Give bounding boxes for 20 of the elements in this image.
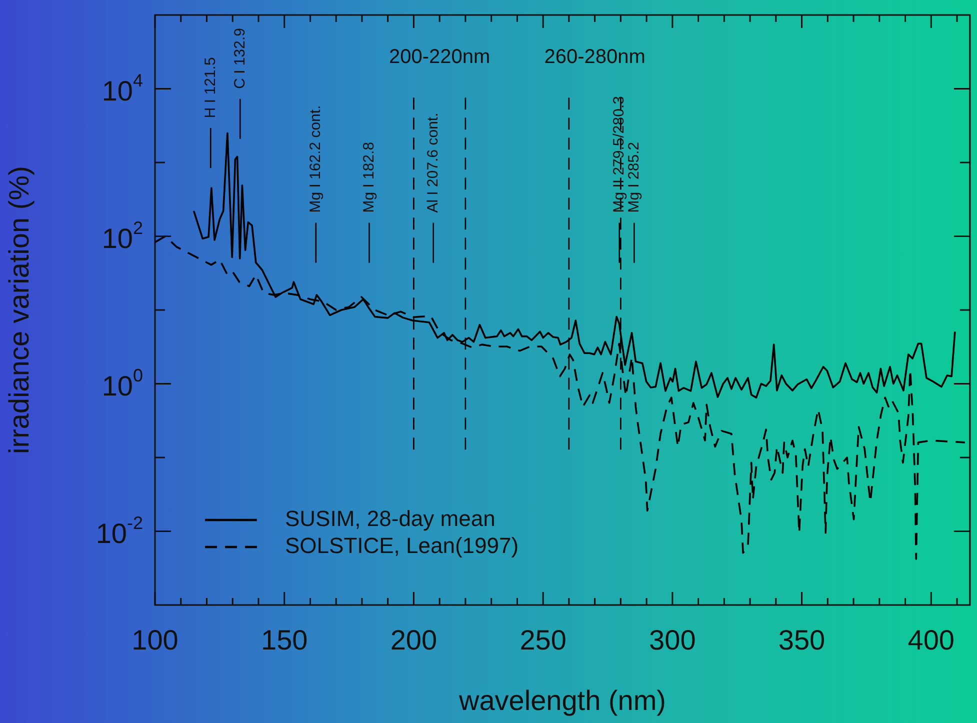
x-tick-label: 350 <box>778 624 826 656</box>
y-axis-title: irradiance variation (%) <box>4 166 35 454</box>
ref-line-label: Mg I 182.8 <box>360 142 378 213</box>
ref-line-label: Mg II 279.5/280.3 <box>610 96 628 213</box>
x-tick-label: 400 <box>908 624 954 656</box>
x-tick-label: 200 <box>390 624 438 656</box>
x-axis-title: wavelength (nm) <box>458 684 666 716</box>
ref-line-label: C I 132.9 <box>231 28 248 89</box>
ref-line-label: Al I 207.6 cont. <box>424 112 442 213</box>
x-tick-label: 150 <box>260 624 308 656</box>
x-tick-label: 300 <box>649 624 696 656</box>
ref-line-label: 200-220nm <box>388 46 490 68</box>
legend-label: SOLSTICE, Lean(1997) <box>285 533 519 558</box>
x-tick-label: 250 <box>520 624 566 656</box>
ref-line-label: H I 121.5 <box>202 57 219 118</box>
ref-line-label: 260-280nm <box>544 46 646 68</box>
x-tick-label: 100 <box>132 624 178 656</box>
legend-label: SUSIM, 28-day mean <box>285 506 496 532</box>
ref-line-label: Mg I 285.2 <box>625 142 642 213</box>
ref-line-label: Mg I 162.2 cont. <box>307 105 324 213</box>
